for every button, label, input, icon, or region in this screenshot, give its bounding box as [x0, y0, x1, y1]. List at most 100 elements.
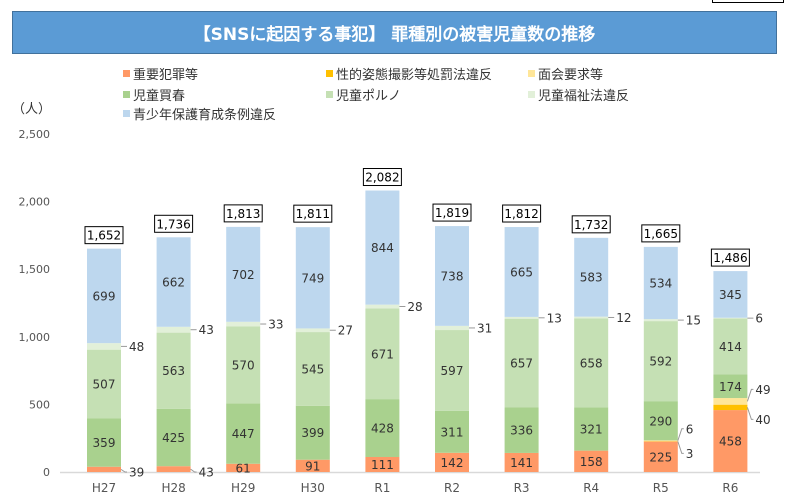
total-box [362, 168, 402, 187]
y-tick-label: 500 [29, 398, 50, 411]
data-label: 40 [755, 413, 770, 427]
x-tick-label: R4 [583, 481, 599, 495]
data-label: 141 [510, 456, 533, 470]
total-box [84, 226, 124, 245]
data-label: 111 [371, 458, 394, 472]
leader-line [120, 468, 127, 473]
bar-segment [574, 450, 609, 472]
leader-line [746, 388, 754, 402]
total-box [154, 214, 194, 233]
data-label: 91 [305, 459, 320, 473]
bar-segment [504, 452, 539, 472]
bar-segment [295, 332, 330, 406]
data-label: 597 [441, 364, 464, 378]
data-label: 61 [236, 461, 251, 475]
y-tick-label: 1,000 [19, 331, 51, 344]
bar-segment [435, 330, 469, 411]
bar-segment [365, 456, 400, 472]
data-label: 657 [510, 357, 533, 371]
leader-line [190, 468, 197, 473]
x-tick-label: R3 [514, 481, 530, 495]
data-label: 48 [129, 340, 144, 354]
data-label: 563 [162, 364, 185, 378]
bar-segment [156, 326, 191, 333]
bar-segment [295, 328, 330, 333]
legend-item: 性的姿態撮影等処罰法違反 [326, 64, 492, 83]
x-tick-label: H27 [92, 481, 116, 495]
bar-segment [156, 408, 191, 467]
legend-label: 児童ポルノ [336, 89, 402, 104]
x-tick-label: R1 [374, 481, 390, 495]
data-label: 49 [755, 383, 770, 397]
bar-segment [156, 466, 191, 472]
data-label: 534 [649, 276, 672, 290]
legend-swatch [123, 70, 130, 77]
bar-segment [295, 227, 330, 329]
legend-item: 児童福祉法違反 [528, 85, 629, 104]
data-label: 142 [441, 456, 464, 470]
data-label: 458 [719, 435, 742, 449]
data-label: 6 [686, 422, 694, 436]
bar-segment [226, 463, 261, 472]
bar-segment [574, 237, 609, 317]
data-label: 12 [616, 311, 631, 325]
leader-line [677, 428, 684, 441]
data-label: 345 [719, 288, 742, 302]
bar-segment [713, 317, 748, 319]
bar-segment [87, 349, 121, 419]
data-label: 13 [547, 311, 562, 325]
bar-segment [435, 325, 469, 331]
bar-segment [365, 304, 400, 309]
data-label: 158 [580, 455, 603, 469]
bar-segment [643, 246, 678, 320]
total-box [432, 203, 472, 222]
bar-segment [295, 405, 330, 460]
y-tick-label: 1,500 [19, 263, 51, 276]
legend-item: 面会要求等 [528, 64, 603, 83]
bar-segment [713, 398, 748, 405]
bar-segment [643, 440, 678, 442]
bar-segment [226, 326, 261, 404]
y-tick-label: 0 [43, 466, 50, 479]
data-label: 671 [371, 347, 394, 361]
bar-segment [156, 332, 191, 409]
total-box [293, 204, 333, 223]
data-label: 702 [232, 268, 255, 282]
leader-line [746, 407, 754, 420]
bar-segment [435, 226, 469, 326]
data-label: 399 [301, 426, 324, 440]
data-label: 545 [301, 362, 324, 376]
bar-segment [713, 271, 748, 318]
legend-label: 児童福祉法違反 [538, 89, 630, 104]
bar-segment [295, 459, 330, 472]
bar-segment [365, 190, 400, 305]
x-tick-label: R2 [444, 481, 460, 495]
bar-segment [226, 403, 261, 464]
data-label: 738 [441, 269, 464, 283]
data-label: 15 [686, 314, 701, 328]
bar-segment [435, 410, 469, 453]
bar-segment [365, 308, 400, 400]
legend-label: 児童買春 [133, 89, 186, 104]
legend-swatch [123, 110, 130, 117]
bar-segment [713, 318, 748, 375]
total-box [641, 224, 681, 243]
x-tick-label: H28 [161, 481, 185, 495]
total-label: 1,652 [87, 229, 121, 243]
data-label: 662 [162, 276, 185, 290]
bar-segment [226, 226, 261, 322]
bar-segment [504, 316, 539, 319]
total-label: 1,732 [574, 218, 608, 232]
bar-segment [643, 321, 678, 402]
legend-label: 性的姿態撮影等処罰法違反 [336, 68, 493, 83]
legend-swatch [326, 70, 333, 77]
total-label: 1,665 [644, 227, 678, 241]
data-label: 658 [580, 356, 603, 370]
data-label: 447 [232, 427, 255, 441]
legend-label: 重要犯罪等 [133, 68, 199, 83]
legend-label: 青少年保護育成条例違反 [133, 108, 277, 123]
bar-segment [713, 410, 748, 472]
bar-segment [87, 343, 121, 350]
bar-segment [574, 318, 609, 408]
